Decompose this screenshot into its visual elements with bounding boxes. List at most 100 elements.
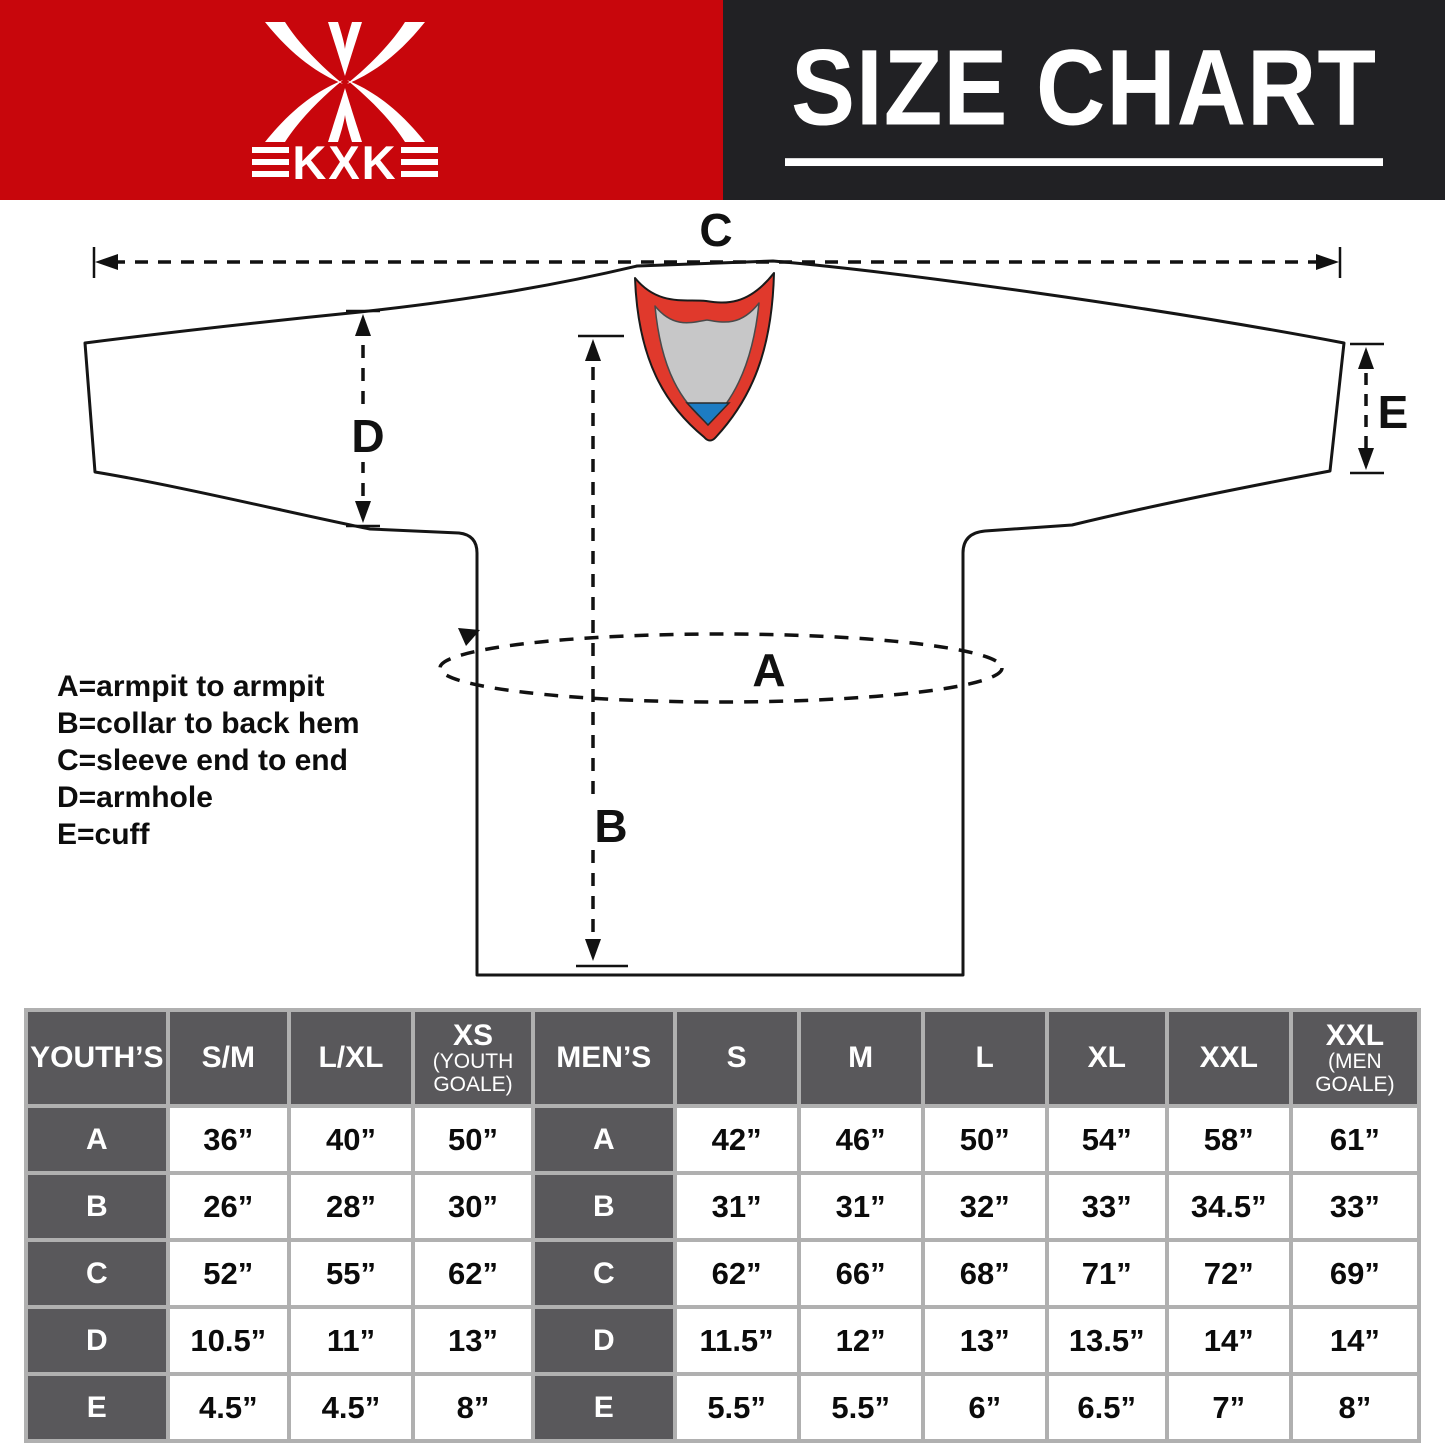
cell: 33” bbox=[1292, 1175, 1417, 1238]
brand-panel: KXK bbox=[0, 0, 723, 200]
legend-line-c: C=sleeve end to end bbox=[57, 744, 348, 777]
table-header-row: YOUTH’S S/M L/XL XS (YOUTH GOALE) MEN’S S… bbox=[28, 1012, 1417, 1104]
cell: 31” bbox=[676, 1175, 797, 1238]
cell: 69” bbox=[1292, 1242, 1417, 1305]
label-d-backing bbox=[343, 414, 393, 462]
cell: 10.5” bbox=[169, 1309, 287, 1372]
cell: 50” bbox=[924, 1108, 1045, 1171]
table-row-a: A 36” 40” 50” A 42” 46” 50” 54” 58” 61” bbox=[28, 1108, 1417, 1171]
title-panel: SIZE CHART bbox=[723, 0, 1445, 200]
cell: 40” bbox=[290, 1108, 411, 1171]
jersey-outline bbox=[83, 259, 1346, 977]
cell: 13” bbox=[415, 1309, 531, 1372]
cell: 4.5” bbox=[169, 1376, 287, 1439]
cell: 7” bbox=[1168, 1376, 1289, 1439]
cell: 6” bbox=[924, 1376, 1045, 1439]
table-row-e: E 4.5” 4.5” 8” E 5.5” 5.5” 6” 6.5” 7” 8” bbox=[28, 1376, 1417, 1439]
col-header-mens: MEN’S bbox=[535, 1012, 673, 1104]
cell: 54” bbox=[1048, 1108, 1165, 1171]
cell: 8” bbox=[1292, 1376, 1417, 1439]
brand-logo: KXK bbox=[252, 22, 438, 189]
page-title: SIZE CHART bbox=[785, 34, 1383, 166]
cell: 30” bbox=[415, 1175, 531, 1238]
cell: 46” bbox=[800, 1108, 921, 1171]
cell: 14” bbox=[1292, 1309, 1417, 1372]
cell: 32” bbox=[924, 1175, 1045, 1238]
cell: 68” bbox=[924, 1242, 1045, 1305]
cell: 71” bbox=[1048, 1242, 1165, 1305]
measure-b-arrow bbox=[576, 334, 628, 968]
cell: 36” bbox=[169, 1108, 287, 1171]
col-header-s: S bbox=[676, 1012, 797, 1104]
legend-line-b: B=collar to back hem bbox=[57, 707, 360, 740]
cell: 26” bbox=[169, 1175, 287, 1238]
legend-line-a: A=armpit to armpit bbox=[57, 670, 325, 703]
men-row-label: D bbox=[535, 1309, 673, 1372]
measure-e-arrow bbox=[1350, 342, 1384, 475]
col-header-xxl-men-goale: XXL (MEN GOALE) bbox=[1292, 1012, 1417, 1104]
label-c: C bbox=[699, 204, 732, 256]
cell: 55” bbox=[290, 1242, 411, 1305]
youth-row-label: A bbox=[28, 1108, 166, 1171]
cell: 14” bbox=[1168, 1309, 1289, 1372]
header-bar: KXK SIZE CHART bbox=[0, 0, 1445, 200]
label-b-backing bbox=[586, 802, 636, 850]
cell: 13” bbox=[924, 1309, 1045, 1372]
cell: 8” bbox=[415, 1376, 531, 1439]
jersey-measurement-diagram: C D B A E A=armpit to armpit B=collar to… bbox=[0, 200, 1445, 1008]
cell: 28” bbox=[290, 1175, 411, 1238]
col-header-xs-youth-goale: XS (YOUTH GOALE) bbox=[415, 1012, 531, 1104]
measure-a-loop bbox=[438, 628, 1004, 704]
cell: 62” bbox=[415, 1242, 531, 1305]
kxk-logo-icon bbox=[265, 22, 425, 142]
cell: 13.5” bbox=[1048, 1309, 1165, 1372]
legend-line-d: D=armhole bbox=[57, 781, 213, 814]
logo-wordmark: KXK bbox=[292, 136, 397, 189]
cell: 62” bbox=[676, 1242, 797, 1305]
men-row-label: B bbox=[535, 1175, 673, 1238]
cell: 12” bbox=[800, 1309, 921, 1372]
youth-row-label: E bbox=[28, 1376, 166, 1439]
label-a: A bbox=[752, 644, 785, 696]
men-row-label: C bbox=[535, 1242, 673, 1305]
col-header-xl: XL bbox=[1048, 1012, 1165, 1104]
men-row-label: A bbox=[535, 1108, 673, 1171]
collar-inner-gray bbox=[654, 302, 760, 425]
cell: 11.5” bbox=[676, 1309, 797, 1372]
label-d: D bbox=[351, 410, 384, 462]
label-e: E bbox=[1378, 386, 1409, 438]
cell: 50” bbox=[415, 1108, 531, 1171]
table-row-c: C 52” 55” 62” C 62” 66” 68” 71” 72” 69” bbox=[28, 1242, 1417, 1305]
cell: 11” bbox=[290, 1309, 411, 1372]
table-row-b: B 26” 28” 30” B 31” 31” 32” 33” 34.5” 33… bbox=[28, 1175, 1417, 1238]
cell: 66” bbox=[800, 1242, 921, 1305]
cell: 61” bbox=[1292, 1108, 1417, 1171]
logo-bars-right-icon bbox=[401, 147, 438, 177]
col-header-youths: YOUTH’S bbox=[28, 1012, 166, 1104]
cell: 34.5” bbox=[1168, 1175, 1289, 1238]
cell: 52” bbox=[169, 1242, 287, 1305]
youth-row-label: D bbox=[28, 1309, 166, 1372]
measurement-legend: A=armpit to armpit B=collar to back hem … bbox=[57, 668, 360, 853]
col-header-m: M bbox=[800, 1012, 921, 1104]
col-header-xxl: XXL bbox=[1168, 1012, 1289, 1104]
cell: 42” bbox=[676, 1108, 797, 1171]
cell: 4.5” bbox=[290, 1376, 411, 1439]
cell: 5.5” bbox=[676, 1376, 797, 1439]
cell: 31” bbox=[800, 1175, 921, 1238]
youth-row-label: B bbox=[28, 1175, 166, 1238]
col-header-lxl: L/XL bbox=[290, 1012, 411, 1104]
men-row-label: E bbox=[535, 1376, 673, 1439]
cell: 72” bbox=[1168, 1242, 1289, 1305]
cell: 5.5” bbox=[800, 1376, 921, 1439]
cell: 6.5” bbox=[1048, 1376, 1165, 1439]
size-table: YOUTH’S S/M L/XL XS (YOUTH GOALE) MEN’S S… bbox=[24, 1008, 1421, 1443]
measure-c-arrow bbox=[92, 247, 1342, 278]
col-header-sm: S/M bbox=[169, 1012, 287, 1104]
label-b: B bbox=[594, 800, 627, 852]
collar-blue-insert bbox=[685, 402, 731, 427]
logo-bars-left-icon bbox=[252, 147, 289, 177]
cell: 58” bbox=[1168, 1108, 1289, 1171]
table-row-d: D 10.5” 11” 13” D 11.5” 12” 13” 13.5” 14… bbox=[28, 1309, 1417, 1372]
legend-line-e: E=cuff bbox=[57, 818, 150, 851]
